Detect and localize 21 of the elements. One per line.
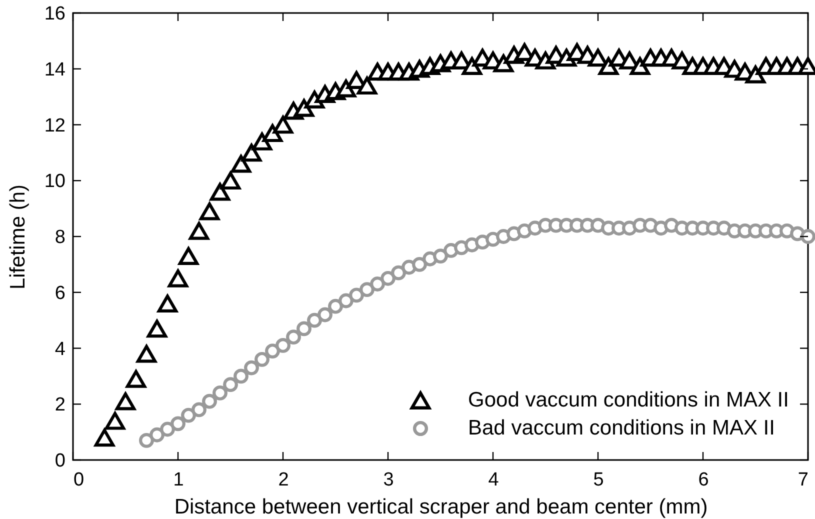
y-tick-label: 10 [44,171,66,192]
y-tick-label: 12 [44,115,66,136]
legend-label: Bad vaccum conditions in MAX II [468,416,775,440]
y-tick-label: 6 [54,282,66,304]
x-tick-label: 0 [74,470,84,490]
legend-label: Good vaccum conditions in MAX II [468,388,789,412]
y-tick-label: 14 [44,59,66,80]
y-axis-title: Lifetime (h) [6,184,30,290]
x-tick-label: 2 [278,470,289,490]
y-tick-label: 8 [54,227,66,248]
x-tick-label: 4 [488,470,500,490]
x-tick-label: 1 [173,470,184,490]
x-axis-title: Distance between vertical scraper and beam center (mm) [174,496,708,518]
x-tick-label: 3 [383,470,394,490]
y-tick-label: 16 [44,4,66,24]
x-tick-label: 5 [593,470,604,490]
y-tick-label: 0 [54,450,66,472]
x-tick-label: 6 [698,470,709,490]
y-tick-label: 2 [54,394,66,416]
x-tick-label: 7 [798,470,808,490]
y-tick-label: 4 [54,338,66,360]
